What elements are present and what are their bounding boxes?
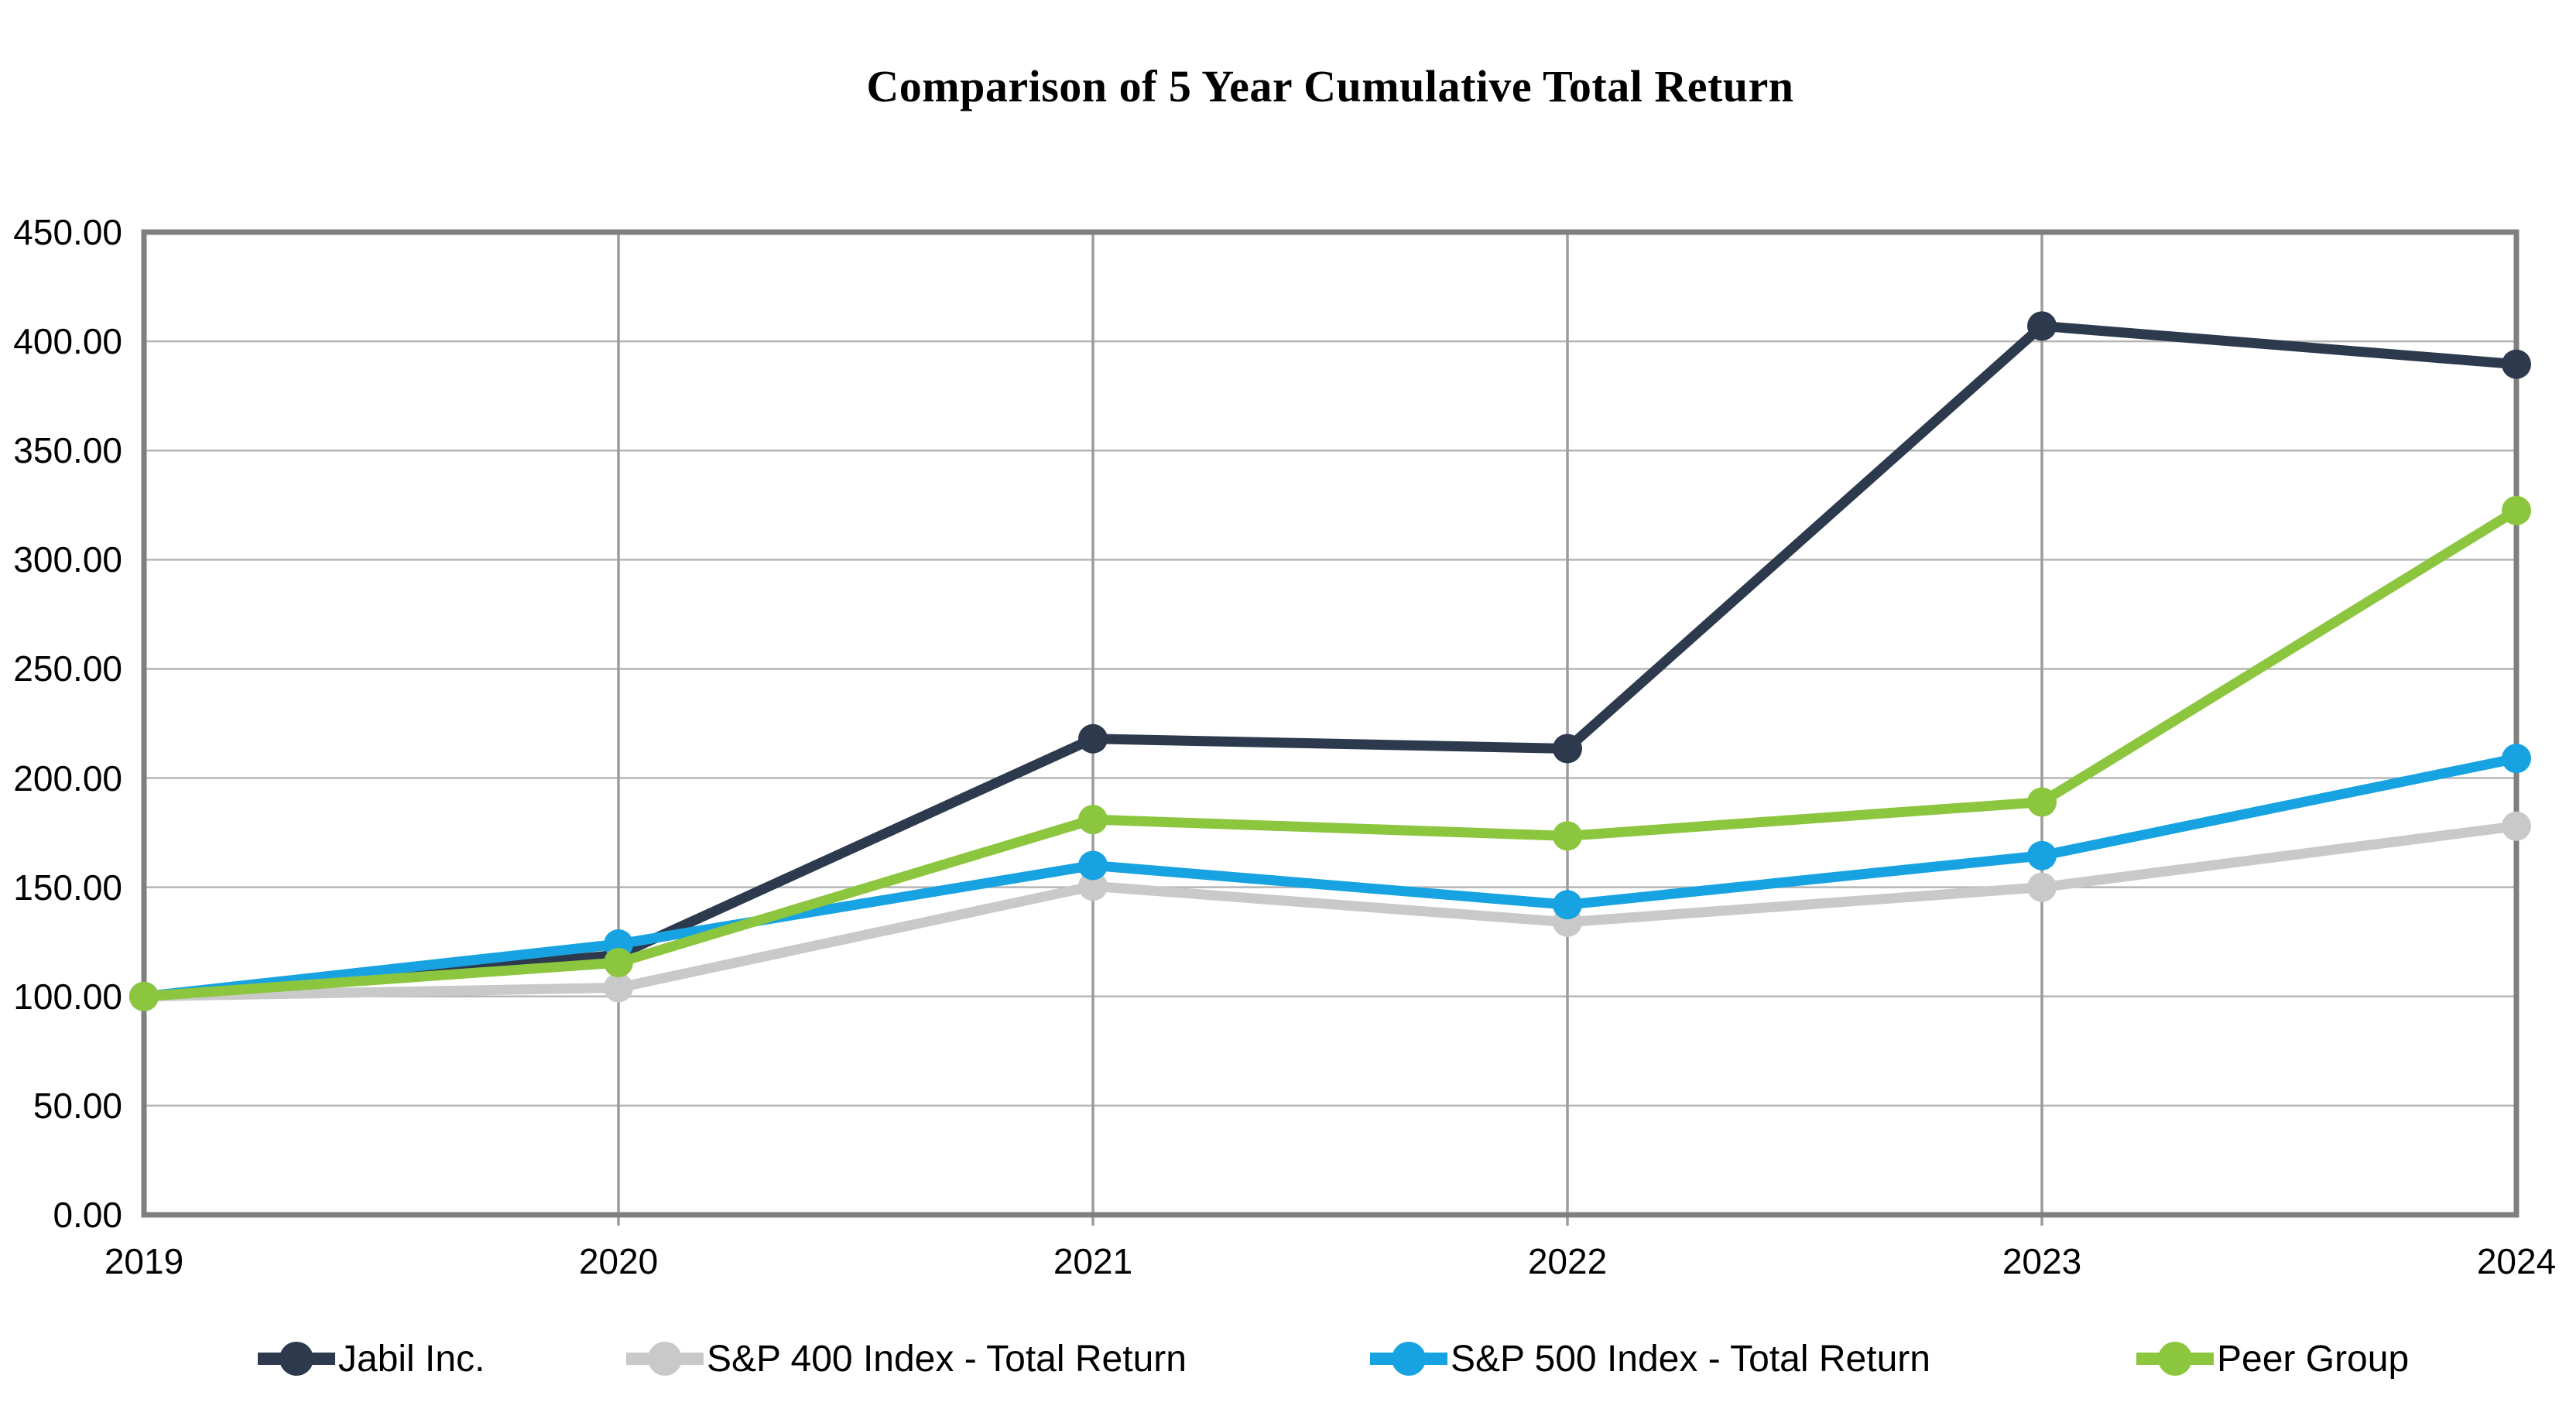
y-axis-label: 450.00 [13, 212, 122, 252]
x-axis-label: 2022 [1527, 1241, 1608, 1281]
data-point-marker [1553, 821, 1582, 851]
legend-series-marker-icon [2136, 1342, 2214, 1376]
legend-label: S&P 500 Index - Total Return [1451, 1338, 1930, 1380]
data-point-marker [1078, 871, 1108, 901]
y-axis-label: 100.00 [13, 976, 122, 1017]
data-point-marker [604, 973, 633, 1003]
data-point-marker [1078, 805, 1108, 835]
plot-border [141, 229, 2519, 1218]
legend-label: Jabil Inc. [338, 1338, 485, 1380]
x-axis-label: 2020 [578, 1241, 659, 1281]
legend-series-marker-icon [626, 1342, 704, 1376]
legend-series-marker-icon [1370, 1342, 1447, 1376]
legend-series-marker-icon [258, 1342, 335, 1376]
data-point-marker [2027, 311, 2057, 341]
y-axis-label: 200.00 [13, 758, 122, 799]
series-line [139, 821, 2522, 1002]
chart-title: Comparison of 5 Year Cumulative Total Re… [866, 61, 1794, 111]
y-axis-label: 350.00 [13, 430, 122, 471]
legend-item: S&P 500 Index - Total Return [1370, 1336, 1930, 1382]
data-point-marker [2502, 349, 2531, 379]
y-axis-label: 50.00 [33, 1085, 122, 1126]
y-axis-label: 150.00 [13, 867, 122, 908]
legend-label: Peer Group [2217, 1338, 2410, 1380]
series-line [139, 753, 2522, 1002]
x-axis-label: 2019 [104, 1241, 184, 1281]
x-axis-label: 2021 [1053, 1241, 1133, 1281]
y-axis-label: 300.00 [13, 539, 122, 580]
legend-item: S&P 400 Index - Total Return [626, 1336, 1187, 1382]
data-point-marker [2502, 811, 2531, 841]
legend-item: Jabil Inc. [258, 1336, 485, 1382]
series-line [139, 320, 2522, 1002]
data-point-marker [1553, 734, 1582, 764]
y-axis-label: 400.00 [13, 321, 122, 362]
data-point-marker [2502, 744, 2531, 774]
series-line [139, 505, 2522, 1002]
data-point-marker [1553, 890, 1582, 920]
data-point-marker [1078, 723, 1108, 754]
y-axis-label: 0.00 [53, 1195, 122, 1235]
x-axis-label: 2024 [2476, 1241, 2557, 1281]
data-point-marker [2027, 840, 2057, 870]
data-point-marker [129, 981, 159, 1011]
data-point-marker [604, 948, 633, 978]
data-point-marker [2027, 872, 2057, 902]
data-point-marker [2027, 787, 2057, 817]
data-point-marker [1078, 850, 1108, 881]
legend-label: S&P 400 Index - Total Return [707, 1338, 1187, 1380]
x-axis-label: 2023 [2002, 1241, 2082, 1281]
y-axis-label: 250.00 [13, 648, 122, 689]
legend-item: Peer Group [2136, 1336, 2409, 1382]
data-point-marker [2502, 495, 2531, 525]
